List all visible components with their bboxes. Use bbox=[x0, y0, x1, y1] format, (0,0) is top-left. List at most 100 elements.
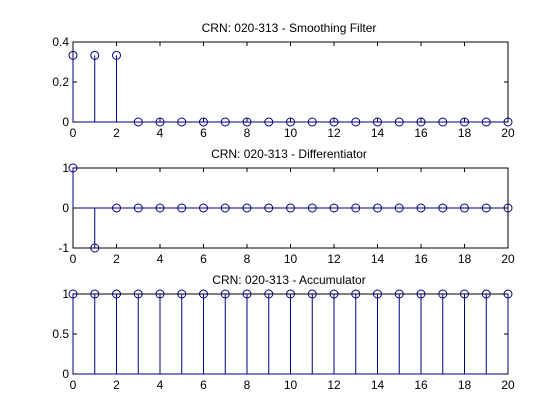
smoothing-filter-x-tick-label: 0 bbox=[70, 126, 77, 140]
differentiator-stem-marker bbox=[90, 243, 100, 253]
accumulator-stem-marker bbox=[68, 289, 78, 299]
smoothing-filter-x-tick-label: 10 bbox=[284, 126, 298, 140]
differentiator-x-tick-label: 14 bbox=[371, 252, 385, 266]
accumulator-title: CRN: 020-313 - Accumulator bbox=[212, 273, 365, 287]
smoothing-filter-x-tick-label: 8 bbox=[244, 126, 251, 140]
differentiator-stem-marker bbox=[307, 203, 317, 213]
differentiator-stem-marker bbox=[242, 203, 252, 213]
differentiator-stem-marker bbox=[68, 163, 78, 173]
differentiator-stem-marker bbox=[264, 203, 274, 213]
accumulator-stem-marker bbox=[438, 289, 448, 299]
smoothing-filter-x-tick-label: 14 bbox=[371, 126, 385, 140]
smoothing-filter-x-tick-label: 20 bbox=[501, 126, 515, 140]
differentiator-x-tick-label: 2 bbox=[113, 252, 120, 266]
smoothing-filter-x-tick-label: 12 bbox=[327, 126, 341, 140]
smoothing-filter-y-tick-label: 0.4 bbox=[52, 35, 69, 49]
differentiator-stem-marker bbox=[199, 203, 208, 213]
differentiator-x-tick-label: 8 bbox=[244, 252, 251, 266]
smoothing-filter-stem-marker bbox=[220, 117, 230, 127]
differentiator-stem-marker bbox=[177, 203, 187, 213]
differentiator-y-tick-label: 1 bbox=[62, 161, 69, 175]
accumulator-x-tick-label: 6 bbox=[200, 378, 207, 392]
accumulator-stem-marker bbox=[416, 289, 426, 299]
accumulator-y-tick-label: 1 bbox=[62, 287, 69, 301]
differentiator-x-tick-label: 20 bbox=[501, 252, 515, 266]
accumulator-y-tick-label: 0.5 bbox=[52, 327, 69, 341]
smoothing-filter-stem-marker bbox=[416, 117, 426, 127]
accumulator-x-tick-label: 4 bbox=[157, 378, 164, 392]
differentiator-y-tick-label: 0 bbox=[62, 201, 69, 215]
differentiator-stem-marker bbox=[329, 203, 339, 213]
differentiator-title: CRN: 020-313 - Differentiator bbox=[211, 147, 367, 161]
differentiator-stem-marker bbox=[351, 203, 361, 213]
differentiator-stem-marker bbox=[373, 203, 382, 213]
smoothing-filter-stem-marker bbox=[394, 117, 404, 127]
smoothing-filter-stem-marker bbox=[329, 117, 339, 127]
smoothing-filter-stem-marker bbox=[112, 50, 121, 60]
smoothing-filter-stem-marker bbox=[460, 117, 469, 127]
accumulator-stem-marker bbox=[133, 289, 143, 299]
differentiator-x-tick-label: 16 bbox=[414, 252, 428, 266]
smoothing-filter-x-tick-label: 18 bbox=[458, 126, 472, 140]
smoothing-filter-y-tick-label: 0 bbox=[62, 115, 69, 129]
accumulator-stem-marker bbox=[460, 289, 469, 299]
accumulator-stem-marker bbox=[220, 289, 230, 299]
accumulator-x-tick-label: 14 bbox=[371, 378, 385, 392]
accumulator-stem-marker bbox=[307, 289, 317, 299]
accumulator-x-tick-label: 2 bbox=[113, 378, 120, 392]
smoothing-filter-stem-marker bbox=[373, 117, 382, 127]
smoothing-filter-axes-box bbox=[72, 41, 509, 123]
differentiator-stem-marker bbox=[133, 203, 143, 213]
differentiator-x-tick-label: 6 bbox=[200, 252, 207, 266]
smoothing-filter-stem-marker bbox=[264, 117, 274, 127]
accumulator-x-tick-label: 0 bbox=[70, 378, 77, 392]
differentiator-y-tick-label: -1 bbox=[58, 241, 69, 255]
differentiator-x-tick-label: 10 bbox=[284, 252, 298, 266]
differentiator-stem-marker bbox=[416, 203, 426, 213]
accumulator-stem-marker bbox=[90, 289, 100, 299]
smoothing-filter-x-tick-label: 4 bbox=[157, 126, 164, 140]
differentiator-x-tick-label: 0 bbox=[70, 252, 77, 266]
differentiator-x-tick-label: 18 bbox=[458, 252, 472, 266]
smoothing-filter-stem-marker bbox=[438, 117, 448, 127]
smoothing-filter-stem-marker bbox=[68, 50, 78, 60]
differentiator-stem-marker bbox=[220, 203, 230, 213]
smoothing-filter-plot: CRN: 020-313 - Smoothing Filter 0 2 4 6 8 10 1… bbox=[52, 21, 515, 140]
differentiator-stem-marker bbox=[438, 203, 448, 213]
accumulator-plot: CRN: 020-313 - Accumulator 0 2 4 6 8 10 12 14 16… bbox=[52, 273, 515, 392]
accumulator-x-tick-label: 10 bbox=[284, 378, 298, 392]
accumulator-x-tick-label: 16 bbox=[414, 378, 428, 392]
differentiator-x-tick-label: 4 bbox=[157, 252, 164, 266]
accumulator-stem-marker bbox=[242, 289, 252, 299]
accumulator-stem-marker bbox=[503, 289, 513, 299]
accumulator-stem-marker bbox=[112, 289, 121, 299]
accumulator-stem-marker bbox=[286, 289, 295, 299]
accumulator-stem-marker bbox=[351, 289, 361, 299]
smoothing-filter-stem-marker bbox=[90, 50, 100, 60]
accumulator-stem-marker bbox=[394, 289, 404, 299]
differentiator-stem-marker bbox=[394, 203, 404, 213]
accumulator-x-tick-label: 8 bbox=[244, 378, 251, 392]
differentiator-stem-marker bbox=[481, 203, 491, 213]
differentiator-stem-marker bbox=[503, 203, 513, 213]
smoothing-filter-stem-marker bbox=[503, 117, 513, 127]
accumulator-stem-marker bbox=[264, 289, 274, 299]
accumulator-x-tick-label: 12 bbox=[327, 378, 341, 392]
smoothing-filter-stem-marker bbox=[177, 117, 187, 127]
accumulator-stem-marker bbox=[177, 289, 187, 299]
accumulator-x-tick-label: 18 bbox=[458, 378, 472, 392]
smoothing-filter-title: CRN: 020-313 - Smoothing Filter bbox=[202, 21, 377, 35]
smoothing-filter-stem-marker bbox=[481, 117, 491, 127]
smoothing-filter-stem-marker bbox=[307, 117, 317, 127]
differentiator-x-tick-label: 12 bbox=[327, 252, 341, 266]
accumulator-stem-marker bbox=[329, 289, 339, 299]
smoothing-filter-stem-marker bbox=[351, 117, 361, 127]
accumulator-stem-marker bbox=[155, 289, 165, 299]
smoothing-filter-x-tick-label: 2 bbox=[113, 126, 120, 140]
accumulator-y-tick-label: 0 bbox=[62, 367, 69, 381]
differentiator-stem-marker bbox=[112, 203, 121, 213]
smoothing-filter-stem-marker bbox=[242, 117, 252, 127]
smoothing-filter-x-tick-label: 6 bbox=[200, 126, 207, 140]
smoothing-filter-stem-marker bbox=[133, 117, 143, 127]
